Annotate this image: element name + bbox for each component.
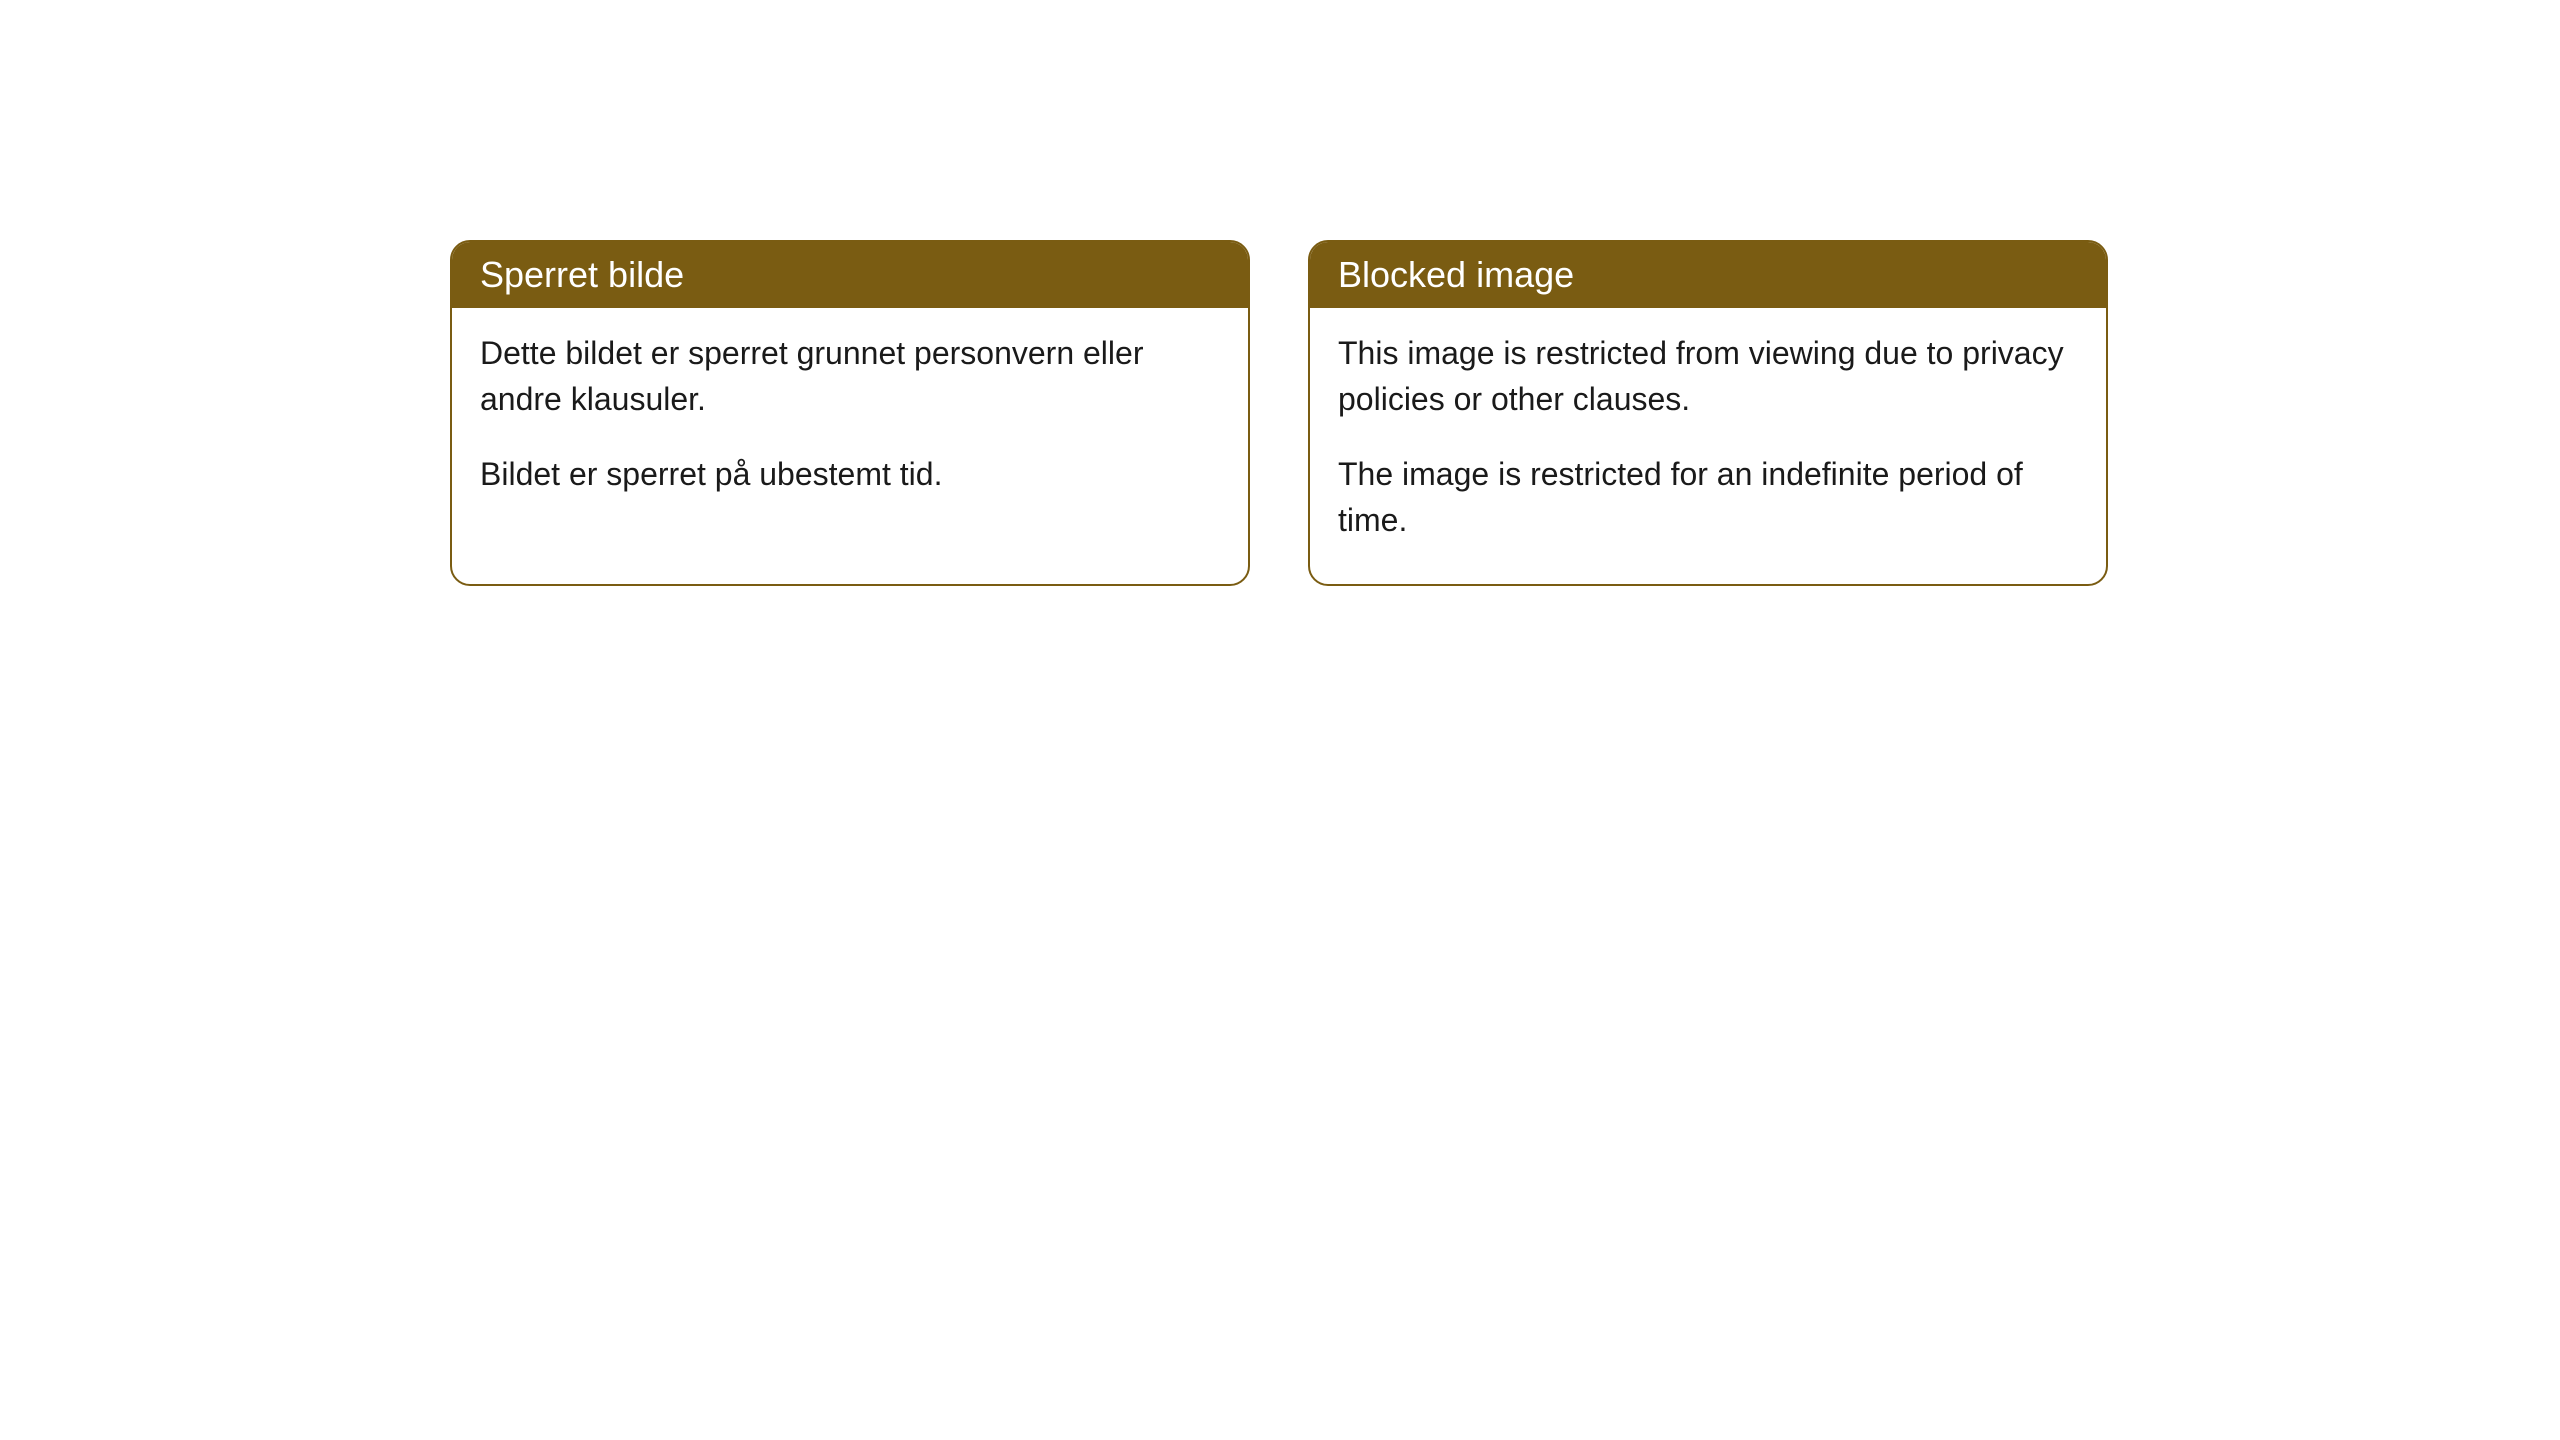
card-paragraph: The image is restricted for an indefinit… [1338, 451, 2078, 544]
card-body-english: This image is restricted from viewing du… [1310, 308, 2106, 584]
card-paragraph: Dette bildet er sperret grunnet personve… [480, 330, 1220, 423]
blocked-image-card-english: Blocked image This image is restricted f… [1308, 240, 2108, 586]
card-title: Sperret bilde [480, 254, 684, 295]
blocked-image-card-norwegian: Sperret bilde Dette bildet er sperret gr… [450, 240, 1250, 586]
card-body-norwegian: Dette bildet er sperret grunnet personve… [452, 308, 1248, 537]
card-header-english: Blocked image [1310, 242, 2106, 308]
notice-cards-container: Sperret bilde Dette bildet er sperret gr… [450, 240, 2560, 586]
card-paragraph: Bildet er sperret på ubestemt tid. [480, 451, 1220, 497]
card-title: Blocked image [1338, 254, 1574, 295]
card-header-norwegian: Sperret bilde [452, 242, 1248, 308]
card-paragraph: This image is restricted from viewing du… [1338, 330, 2078, 423]
